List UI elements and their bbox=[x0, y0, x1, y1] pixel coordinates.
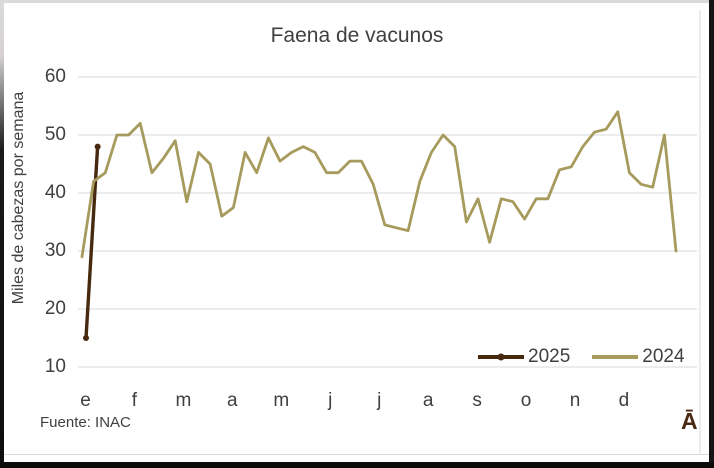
window-border-bottom bbox=[0, 462, 714, 468]
corner-glyph: Ā bbox=[681, 408, 698, 434]
series-2025-marker bbox=[83, 335, 89, 341]
legend-label-2025: 2025 bbox=[528, 346, 571, 367]
x-tick-month-2: f bbox=[131, 390, 138, 411]
x-tick-month-7: j bbox=[377, 390, 382, 411]
window-border-left bbox=[0, 0, 4, 468]
y-tick-30: 30 bbox=[44, 240, 66, 261]
legend-line-sample-2024 bbox=[592, 355, 639, 359]
x-tick-month-4: a bbox=[227, 390, 238, 411]
x-tick-month-12: d bbox=[618, 390, 630, 411]
x-tick-month-10: o bbox=[520, 390, 532, 411]
x-tick-month-8: a bbox=[422, 390, 434, 411]
y-tick-10: 10 bbox=[44, 356, 66, 377]
legend-label-2024: 2024 bbox=[642, 346, 685, 367]
x-tick-month-11: n bbox=[569, 390, 581, 411]
x-tick-month-1: e bbox=[80, 390, 91, 411]
source-note: Fuente: INAC bbox=[40, 414, 131, 431]
x-tick-month-5: m bbox=[273, 390, 290, 411]
legend-item-2025: 2025 bbox=[478, 346, 592, 368]
legend-marker-dot-2025 bbox=[497, 353, 505, 361]
window-border-right bbox=[709, 0, 714, 468]
bottom-hairline bbox=[4, 454, 709, 455]
legend: 2025 2024 bbox=[478, 346, 685, 368]
series-2024-line bbox=[80, 110, 678, 259]
window-border-top bbox=[0, 0, 714, 3]
y-tick-40: 40 bbox=[44, 182, 66, 203]
legend-item-2024: 2024 bbox=[592, 346, 685, 368]
y-tick-20: 20 bbox=[44, 298, 66, 319]
y-tick-50: 50 bbox=[44, 124, 66, 145]
chart-title: Faena de vacunos bbox=[270, 24, 444, 47]
y-tick-60: 60 bbox=[44, 66, 66, 87]
x-tick-month-3: m bbox=[175, 390, 192, 411]
legend-line-sample-2025 bbox=[478, 353, 524, 361]
x-tick-month-9: s bbox=[472, 390, 482, 411]
series-2025-marker bbox=[94, 143, 101, 150]
x-tick-month-6: j bbox=[328, 390, 333, 411]
